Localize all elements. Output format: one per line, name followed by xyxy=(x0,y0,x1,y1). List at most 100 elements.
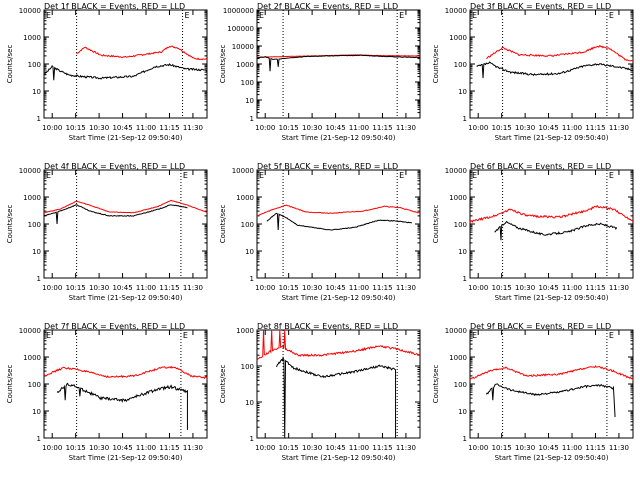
y-tick-label: 10000 xyxy=(445,167,467,175)
y-axis-label: Counts/sec xyxy=(6,205,14,244)
y-axis-label: Counts/sec xyxy=(219,365,227,404)
x-tick-label: 11:30 xyxy=(183,124,203,132)
events-series-line xyxy=(43,204,188,225)
x-tick-label: 10:15 xyxy=(279,124,299,132)
events-series-line xyxy=(276,356,397,439)
y-tick-label: 100 xyxy=(28,221,41,229)
y-tick-label: 100 xyxy=(241,221,254,229)
y-tick-label: 10000 xyxy=(232,167,254,175)
plot-frame xyxy=(256,329,421,439)
x-tick-label: 11:00 xyxy=(562,284,582,292)
x-tick-label: 11:30 xyxy=(396,124,416,132)
lld-series-line xyxy=(43,365,208,380)
x-tick-label: 10:15 xyxy=(66,444,86,452)
x-tick-label: 11:15 xyxy=(372,284,392,292)
detector-panel: Det 9f BLACK = Events, RED = LLD 1 10 100 10… xyxy=(432,322,634,462)
panel-title: Det 9f BLACK = Events, RED = LLD xyxy=(470,322,611,331)
x-tick-label: 11:30 xyxy=(396,284,416,292)
detector-panel: Det 1f BLACK = Events, RED = LLD 1 10 100 10… xyxy=(6,2,208,142)
y-axis-label: Counts/sec xyxy=(432,365,440,404)
y-tick-label: 1000 xyxy=(23,194,41,202)
x-tick-label: 11:00 xyxy=(136,444,156,452)
eclipse-marker: E xyxy=(399,171,404,180)
y-tick-label: 1 xyxy=(463,435,467,443)
x-tick-label: 11:00 xyxy=(562,124,582,132)
y-axis-label: Counts/sec xyxy=(219,45,227,84)
x-tick-label: 10:45 xyxy=(538,444,558,452)
eclipse-marker: E xyxy=(259,11,264,20)
x-tick-label: 10:15 xyxy=(279,284,299,292)
x-axis-label: Start Time (21-Sep-12 09:50:40) xyxy=(69,454,183,462)
x-tick-label: 10:30 xyxy=(515,124,535,132)
x-tick-label: 10:15 xyxy=(66,284,86,292)
x-tick-label: 10:45 xyxy=(112,124,132,132)
y-tick-label: 1000 xyxy=(23,34,41,42)
x-tick-label: 10:45 xyxy=(538,284,558,292)
detector-panel: Det 8f BLACK = Events, RED = LLD 1 10 100 10… xyxy=(219,322,421,462)
eclipse-marker: E xyxy=(472,171,477,180)
x-axis-label: Start Time (21-Sep-12 09:50:40) xyxy=(282,134,396,142)
x-tick-label: 10:30 xyxy=(302,124,322,132)
y-tick-label: 10 xyxy=(32,248,41,256)
y-tick-label: 10 xyxy=(458,408,467,416)
y-tick-label: 100 xyxy=(241,79,254,87)
detector-panel: Det 5f BLACK = Events, RED = LLD 1 10 100 10… xyxy=(219,162,421,302)
plot-frame xyxy=(43,329,208,439)
y-axis-label: Counts/sec xyxy=(432,45,440,84)
x-tick-label: 10:15 xyxy=(492,124,512,132)
x-tick-label: 11:00 xyxy=(349,124,369,132)
lld-series-line xyxy=(256,329,421,361)
x-tick-label: 10:45 xyxy=(112,284,132,292)
y-tick-label: 1 xyxy=(463,275,467,283)
lld-series-line xyxy=(76,45,208,61)
x-tick-label: 11:15 xyxy=(159,284,179,292)
y-axis-label: Counts/sec xyxy=(432,205,440,244)
eclipse-marker: E xyxy=(609,331,614,340)
x-axis-label: Start Time (21-Sep-12 09:50:40) xyxy=(282,294,396,302)
y-tick-label: 1000 xyxy=(449,354,467,362)
y-tick-label: 1000 xyxy=(236,194,254,202)
y-tick-label: 10 xyxy=(245,399,254,407)
y-tick-label: 1000 xyxy=(236,61,254,69)
events-series-line xyxy=(485,383,616,418)
panel-title: Det 3f BLACK = Events, RED = LLD xyxy=(470,2,611,11)
events-series-line xyxy=(56,382,188,430)
y-tick-label: 10000 xyxy=(19,7,41,15)
x-axis-label: Start Time (21-Sep-12 09:50:40) xyxy=(69,294,183,302)
x-tick-label: 10:00 xyxy=(42,284,62,292)
x-tick-label: 10:00 xyxy=(255,124,275,132)
x-tick-label: 11:15 xyxy=(585,444,605,452)
x-tick-label: 10:15 xyxy=(66,124,86,132)
x-tick-label: 10:00 xyxy=(255,284,275,292)
y-tick-label: 1000000 xyxy=(223,7,254,15)
eclipse-marker: E xyxy=(46,171,51,180)
detector-panel: Det 3f BLACK = Events, RED = LLD 1 10 100 10… xyxy=(432,2,634,142)
x-tick-label: 11:15 xyxy=(372,124,392,132)
x-axis-label: Start Time (21-Sep-12 09:50:40) xyxy=(282,454,396,462)
y-tick-label: 10000 xyxy=(445,327,467,335)
x-tick-label: 10:30 xyxy=(89,124,109,132)
y-tick-label: 100 xyxy=(454,61,467,69)
events-series-line xyxy=(256,54,421,72)
x-tick-label: 10:45 xyxy=(325,124,345,132)
plot-frame xyxy=(256,169,421,279)
plot-frame xyxy=(256,9,421,119)
panel-title: Det 2f BLACK = Events, RED = LLD xyxy=(257,2,398,11)
y-tick-label: 1 xyxy=(250,275,254,283)
x-tick-label: 10:30 xyxy=(515,284,535,292)
y-tick-label: 1 xyxy=(37,435,41,443)
x-tick-label: 10:00 xyxy=(468,284,488,292)
x-tick-label: 11:30 xyxy=(183,284,203,292)
detector-panel: Det 7f BLACK = Events, RED = LLD 1 10 100 10… xyxy=(6,322,208,462)
y-tick-label: 10000 xyxy=(19,167,41,175)
x-tick-label: 11:30 xyxy=(609,284,629,292)
y-tick-label: 1 xyxy=(250,435,254,443)
eclipse-marker: E xyxy=(399,11,404,20)
x-tick-label: 10:00 xyxy=(468,124,488,132)
x-tick-label: 10:30 xyxy=(515,444,535,452)
panel-title: Det 5f BLACK = Events, RED = LLD xyxy=(257,162,398,171)
y-tick-label: 100 xyxy=(454,221,467,229)
lld-series-line xyxy=(469,365,634,381)
y-axis-label: Counts/sec xyxy=(6,45,14,84)
eclipse-marker: E xyxy=(46,331,51,340)
